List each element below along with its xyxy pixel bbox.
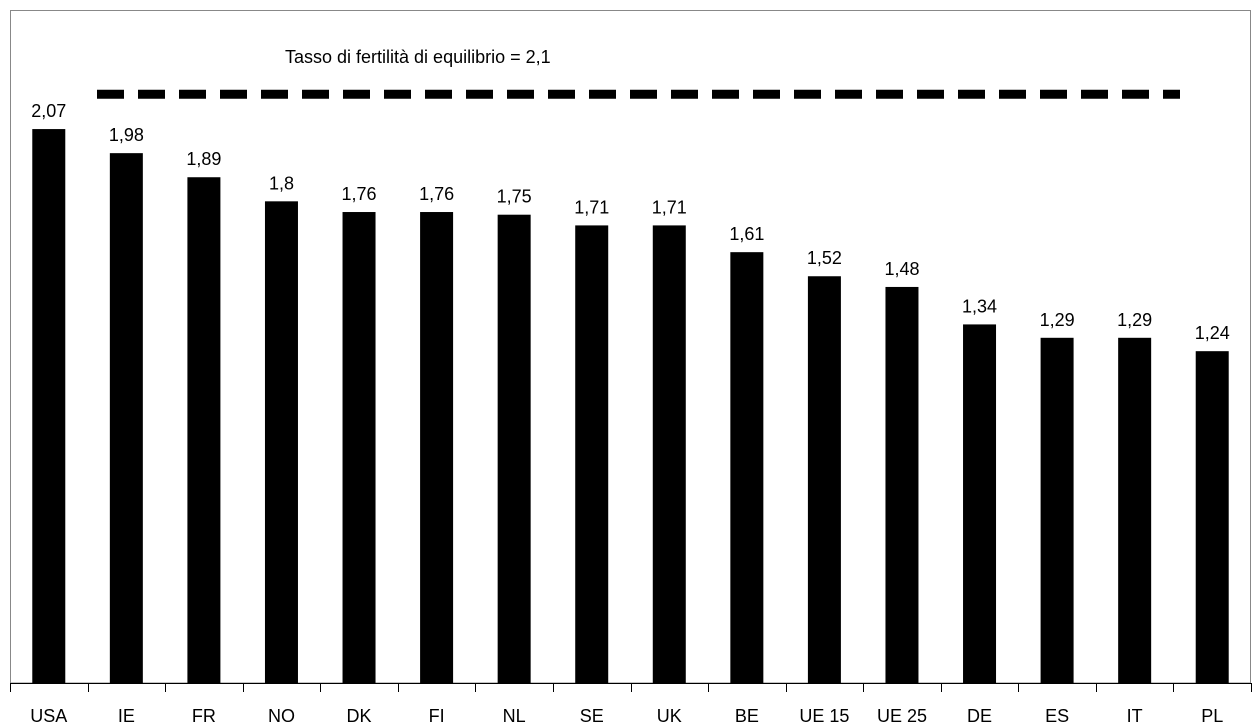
- bar: [264, 201, 298, 683]
- x-tick-label: BE: [735, 706, 759, 726]
- value-label: 1,8: [269, 173, 294, 193]
- bar: [963, 324, 997, 683]
- value-label: 1,24: [1195, 323, 1230, 343]
- bar: [497, 214, 531, 683]
- x-tick-label: FI: [429, 706, 445, 726]
- bar: [420, 212, 454, 684]
- value-label: 1,71: [652, 197, 687, 217]
- x-tick-label: UE 25: [877, 706, 927, 726]
- bar: [1195, 351, 1229, 683]
- bar: [32, 129, 66, 683]
- value-label: 1,29: [1117, 310, 1152, 330]
- value-label: 1,52: [807, 248, 842, 268]
- x-tick-label: SE: [580, 706, 604, 726]
- bar: [885, 286, 919, 683]
- bar: [1040, 337, 1074, 683]
- bar: [807, 276, 841, 683]
- value-label: 1,48: [884, 259, 919, 279]
- x-tick-label: IT: [1127, 706, 1143, 726]
- x-tick-label: DK: [347, 706, 372, 726]
- value-label: 1,34: [962, 296, 997, 316]
- value-label: 1,98: [109, 125, 144, 145]
- value-label: 1,61: [729, 224, 764, 244]
- x-tick-label: USA: [30, 706, 67, 726]
- value-label: 1,29: [1040, 310, 1075, 330]
- value-label: 1,76: [342, 184, 377, 204]
- bar: [109, 153, 143, 684]
- x-tick-label: ES: [1045, 706, 1069, 726]
- x-tick-label: IE: [118, 706, 135, 726]
- bar: [652, 225, 686, 684]
- bar: [342, 212, 376, 684]
- bar: [187, 177, 221, 683]
- value-label: 1,89: [186, 149, 221, 169]
- bar: [575, 225, 609, 684]
- x-tick-label: UE 15: [799, 706, 849, 726]
- bar: [1118, 337, 1152, 683]
- value-label: 1,71: [574, 197, 609, 217]
- x-tick-label: NL: [503, 706, 526, 726]
- value-label: 1,76: [419, 184, 454, 204]
- x-tick-label: DE: [967, 706, 992, 726]
- value-label: 1,75: [497, 187, 532, 207]
- x-tick-label: NO: [268, 706, 295, 726]
- x-tick-label: PL: [1201, 706, 1223, 726]
- value-label: 2,07: [31, 101, 66, 121]
- annotation: Tasso di fertilità di equilibrio = 2,1: [285, 47, 551, 67]
- bar: [730, 252, 764, 683]
- x-tick-label: UK: [657, 706, 682, 726]
- x-tick-label: FR: [192, 706, 216, 726]
